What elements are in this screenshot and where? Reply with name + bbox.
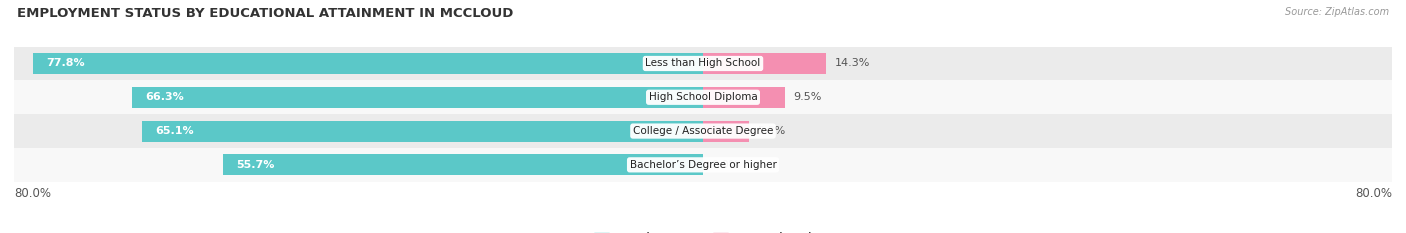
Bar (132, 87, 703, 108)
Bar (703, 87, 785, 108)
Text: Less than High School: Less than High School (645, 58, 761, 69)
Text: 77.8%: 77.8% (46, 58, 84, 69)
Bar (142, 121, 703, 141)
Text: 0.0%: 0.0% (711, 160, 740, 170)
Text: 80.0%: 80.0% (1355, 187, 1392, 200)
Text: EMPLOYMENT STATUS BY EDUCATIONAL ATTAINMENT IN MCCLOUD: EMPLOYMENT STATUS BY EDUCATIONAL ATTAINM… (17, 7, 513, 20)
Text: Source: ZipAtlas.com: Source: ZipAtlas.com (1285, 7, 1389, 17)
Bar (703, 53, 827, 74)
Text: 55.7%: 55.7% (236, 160, 274, 170)
Text: Bachelor’s Degree or higher: Bachelor’s Degree or higher (630, 160, 776, 170)
Bar (0, 114, 1406, 148)
Legend: In Labor Force, Unemployed: In Labor Force, Unemployed (589, 228, 817, 233)
Text: 5.3%: 5.3% (758, 126, 786, 136)
Bar (703, 121, 748, 141)
Text: 65.1%: 65.1% (155, 126, 194, 136)
Bar (224, 154, 703, 175)
Bar (0, 80, 1406, 114)
Text: High School Diploma: High School Diploma (648, 92, 758, 102)
Text: 80.0%: 80.0% (14, 187, 51, 200)
Text: 66.3%: 66.3% (145, 92, 184, 102)
Text: 9.5%: 9.5% (793, 92, 821, 102)
Text: College / Associate Degree: College / Associate Degree (633, 126, 773, 136)
Bar (32, 53, 703, 74)
Text: 14.3%: 14.3% (835, 58, 870, 69)
Bar (0, 47, 1406, 80)
Bar (0, 148, 1406, 182)
